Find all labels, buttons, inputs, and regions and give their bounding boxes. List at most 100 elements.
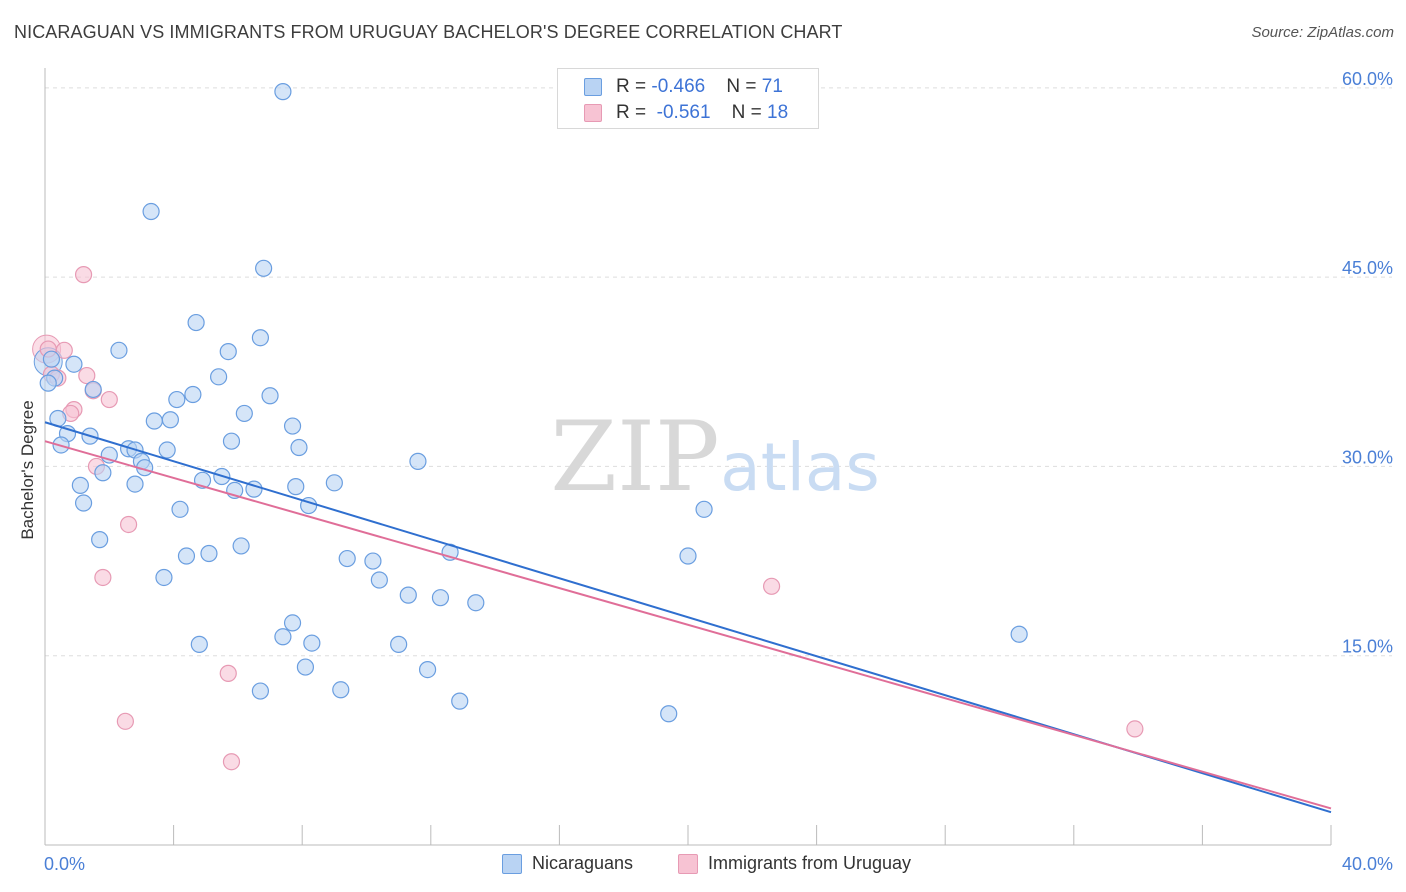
point-uruguay-15	[116, 712, 134, 730]
x-tick-label-0: 0.0%	[44, 854, 85, 874]
point-nicaraguans-28	[290, 438, 308, 457]
axes	[44, 68, 1332, 846]
point-nicaraguans-42	[74, 494, 93, 512]
point-nicaraguans-65	[296, 658, 315, 676]
point-nicaraguans-56	[399, 586, 417, 604]
legend-swatch-nicaraguans	[502, 854, 522, 874]
point-uruguay-13	[762, 577, 781, 595]
point-uruguay-5	[78, 366, 96, 385]
n-value: 18	[767, 102, 789, 123]
point-uruguay-2	[55, 341, 73, 359]
point-nicaraguans-5	[110, 341, 128, 359]
n-label: N =	[726, 76, 762, 97]
r-value: -0.466	[651, 76, 706, 97]
y-tick-label-1: 30.0%	[1342, 447, 1393, 467]
point-nicaraguans-60	[274, 628, 292, 646]
point-nicaraguans-1	[142, 202, 160, 221]
point-nicaraguans-13	[184, 385, 202, 404]
point-nicaraguans-15	[168, 390, 186, 409]
source-credit: Source: ZipAtlas.com	[1251, 24, 1394, 41]
point-nicaraguans-10	[39, 374, 57, 392]
legend-label-nicaraguans: Nicaraguans	[532, 853, 634, 873]
point-nicaraguans-18	[145, 412, 163, 430]
n-label: N =	[731, 102, 768, 123]
point-uruguay-11	[119, 515, 138, 534]
point-nicaraguans-20	[283, 417, 302, 435]
point-nicaraguans-53	[679, 547, 697, 565]
point-nicaraguans-62	[303, 634, 321, 652]
point-nicaraguans-68	[332, 681, 350, 699]
point-nicaraguans-47	[232, 537, 250, 555]
point-nicaraguans-16	[235, 404, 253, 423]
point-nicaraguans-0	[274, 83, 292, 101]
point-nicaraguans-66	[418, 660, 437, 679]
point-nicaraguans-58	[467, 594, 485, 612]
point-nicaraguans-11	[210, 368, 228, 386]
watermark: ZIP atlas	[550, 401, 879, 513]
point-nicaraguans-46	[91, 531, 109, 549]
point-nicaraguans-49	[177, 547, 196, 565]
trend-line-uruguay	[44, 440, 1332, 810]
r-label: R =	[616, 102, 652, 123]
point-nicaraguans-64	[1010, 625, 1028, 643]
chart-title: NICARAGUAN VS IMMIGRANTS FROM URUGUAY BA…	[14, 22, 843, 42]
point-nicaraguans-63	[390, 635, 408, 653]
point-nicaraguans-37	[71, 476, 89, 494]
point-nicaraguans-59	[283, 614, 302, 632]
point-nicaraguans-54	[155, 568, 173, 587]
point-uruguay-16	[222, 753, 241, 771]
y-tick-label-3: 60.0%	[1342, 69, 1393, 89]
legend-swatch-uruguay	[678, 854, 698, 874]
grid-lines	[45, 87, 1392, 657]
point-nicaraguans-19	[161, 411, 179, 429]
point-uruguay-17	[1126, 720, 1144, 738]
point-nicaraguans-23	[222, 432, 241, 450]
y-tick-label-0: 15.0%	[1342, 637, 1393, 657]
series-legend: Nicaraguans Immigrants from Uruguay	[0, 852, 1406, 878]
point-nicaraguans-39	[287, 478, 305, 496]
point-nicaraguans-70	[660, 705, 678, 723]
point-nicaraguans-2	[255, 259, 273, 277]
point-nicaraguans-51	[338, 549, 356, 568]
r-value: -0.561	[656, 102, 711, 123]
point-uruguay-7	[100, 390, 118, 409]
point-nicaraguans-6	[219, 342, 237, 361]
legend-label-uruguay: Immigrants from Uruguay	[708, 853, 912, 873]
point-nicaraguans-61	[190, 635, 208, 653]
point-nicaraguans-52	[364, 552, 382, 570]
point-uruguay-12	[94, 568, 112, 587]
y-axis-label: Bachelor's Degree	[18, 400, 37, 540]
trend-layer	[44, 421, 1332, 814]
watermark-atlas: atlas	[720, 429, 880, 506]
point-nicaraguans-36	[325, 474, 343, 492]
swatch-uruguay	[584, 104, 602, 122]
stats-legend: R = -0.466 N = 71 R = -0.561 N = 18	[557, 68, 819, 129]
x-tick-label-1: 40.0%	[1342, 854, 1393, 874]
point-nicaraguans-67	[251, 682, 270, 700]
point-nicaraguans-27	[158, 441, 176, 459]
point-nicaraguans-44	[171, 500, 189, 518]
swatch-nicaraguans	[584, 78, 602, 96]
point-nicaraguans-33	[409, 452, 427, 470]
n-value: 71	[761, 76, 783, 97]
tick-labels: 15.0% 30.0% 45.0% 60.0% 0.0% 40.0%	[44, 69, 1393, 874]
point-nicaraguans-7	[42, 350, 61, 368]
watermark-zip: ZIP	[550, 401, 719, 513]
point-nicaraguans-38	[126, 475, 144, 493]
point-nicaraguans-69	[451, 692, 469, 710]
point-nicaraguans-32	[94, 464, 112, 482]
point-nicaraguans-14	[261, 387, 279, 405]
series-layer	[32, 83, 1144, 771]
point-nicaraguans-48	[200, 544, 218, 563]
r-label: R =	[616, 76, 652, 97]
point-nicaraguans-57	[431, 589, 450, 607]
point-nicaraguans-8	[65, 355, 83, 373]
point-nicaraguans-3	[187, 313, 205, 332]
point-uruguay-14	[219, 664, 237, 682]
point-nicaraguans-4	[251, 329, 270, 347]
point-uruguay-0	[74, 266, 93, 284]
point-nicaraguans-45	[695, 500, 713, 518]
y-tick-label-2: 45.0%	[1342, 258, 1393, 278]
point-nicaraguans-12	[84, 380, 102, 399]
